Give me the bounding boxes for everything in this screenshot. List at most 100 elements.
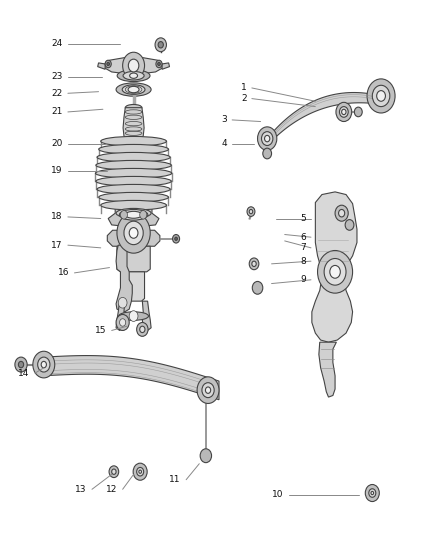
Text: 23: 23 xyxy=(51,72,63,81)
Circle shape xyxy=(197,377,219,403)
Circle shape xyxy=(247,207,255,216)
Circle shape xyxy=(345,220,354,230)
Circle shape xyxy=(249,258,259,270)
Circle shape xyxy=(365,484,379,502)
Circle shape xyxy=(137,467,144,476)
Ellipse shape xyxy=(96,176,171,186)
Text: 13: 13 xyxy=(75,485,87,494)
Circle shape xyxy=(158,42,163,48)
Circle shape xyxy=(123,52,145,79)
Circle shape xyxy=(128,59,139,72)
Ellipse shape xyxy=(101,200,166,210)
Text: 5: 5 xyxy=(300,214,306,223)
Text: 15: 15 xyxy=(95,326,106,335)
Polygon shape xyxy=(104,57,163,74)
Circle shape xyxy=(112,469,116,474)
Polygon shape xyxy=(123,108,144,138)
Circle shape xyxy=(252,261,256,266)
Text: 19: 19 xyxy=(51,166,63,175)
Circle shape xyxy=(354,107,362,117)
Circle shape xyxy=(116,314,129,330)
Circle shape xyxy=(120,319,126,326)
Circle shape xyxy=(377,91,385,101)
Circle shape xyxy=(367,79,395,113)
Ellipse shape xyxy=(97,184,170,194)
Ellipse shape xyxy=(117,70,150,82)
Circle shape xyxy=(18,361,24,368)
Circle shape xyxy=(137,322,148,336)
Circle shape xyxy=(156,60,162,68)
Circle shape xyxy=(330,265,340,278)
Ellipse shape xyxy=(130,73,138,78)
Ellipse shape xyxy=(116,83,151,96)
Text: 12: 12 xyxy=(106,485,117,494)
Circle shape xyxy=(249,209,253,214)
Text: 6: 6 xyxy=(300,233,306,241)
Polygon shape xyxy=(319,342,336,397)
Ellipse shape xyxy=(95,168,172,178)
Circle shape xyxy=(202,383,214,398)
Polygon shape xyxy=(142,301,151,330)
Text: 4: 4 xyxy=(221,140,227,148)
Ellipse shape xyxy=(97,152,170,162)
Ellipse shape xyxy=(96,160,171,170)
Circle shape xyxy=(118,297,127,308)
Circle shape xyxy=(263,148,272,159)
Circle shape xyxy=(133,463,147,480)
Polygon shape xyxy=(107,230,160,246)
Ellipse shape xyxy=(99,144,169,154)
Polygon shape xyxy=(123,272,145,301)
Ellipse shape xyxy=(99,192,169,202)
Circle shape xyxy=(107,62,110,66)
Circle shape xyxy=(124,221,143,245)
Circle shape xyxy=(129,228,138,238)
Text: 2: 2 xyxy=(241,94,247,103)
Text: 8: 8 xyxy=(300,257,306,265)
Circle shape xyxy=(155,38,166,52)
Circle shape xyxy=(140,211,147,219)
Circle shape xyxy=(369,489,376,497)
Ellipse shape xyxy=(119,312,148,320)
Circle shape xyxy=(258,127,277,150)
Circle shape xyxy=(371,491,374,495)
Circle shape xyxy=(105,60,111,68)
Polygon shape xyxy=(162,63,170,69)
Text: 11: 11 xyxy=(170,475,181,484)
Text: 20: 20 xyxy=(51,140,63,148)
Circle shape xyxy=(41,361,46,368)
Text: 3: 3 xyxy=(221,116,227,124)
Ellipse shape xyxy=(128,86,139,93)
Ellipse shape xyxy=(101,136,166,146)
Circle shape xyxy=(339,209,345,217)
Circle shape xyxy=(318,251,353,293)
Ellipse shape xyxy=(122,85,145,94)
Polygon shape xyxy=(267,93,381,146)
Circle shape xyxy=(117,213,150,253)
Circle shape xyxy=(205,387,211,393)
Circle shape xyxy=(120,211,127,219)
Polygon shape xyxy=(116,245,132,312)
Ellipse shape xyxy=(125,212,142,219)
Circle shape xyxy=(109,466,119,478)
Circle shape xyxy=(265,135,270,142)
Text: 22: 22 xyxy=(51,89,63,98)
Circle shape xyxy=(339,107,348,117)
Circle shape xyxy=(140,326,145,333)
Text: 24: 24 xyxy=(51,39,63,48)
Circle shape xyxy=(173,235,180,243)
Circle shape xyxy=(129,311,138,321)
Polygon shape xyxy=(117,246,150,272)
Polygon shape xyxy=(116,301,125,330)
Ellipse shape xyxy=(119,209,148,220)
Circle shape xyxy=(175,237,177,240)
Text: 1: 1 xyxy=(241,84,247,92)
Circle shape xyxy=(342,109,346,115)
Text: 10: 10 xyxy=(272,490,284,499)
Circle shape xyxy=(252,281,263,294)
Circle shape xyxy=(335,205,348,221)
Text: 16: 16 xyxy=(58,269,69,277)
Circle shape xyxy=(38,357,50,372)
Text: 7: 7 xyxy=(300,244,306,252)
Circle shape xyxy=(336,102,352,122)
Circle shape xyxy=(15,357,27,372)
